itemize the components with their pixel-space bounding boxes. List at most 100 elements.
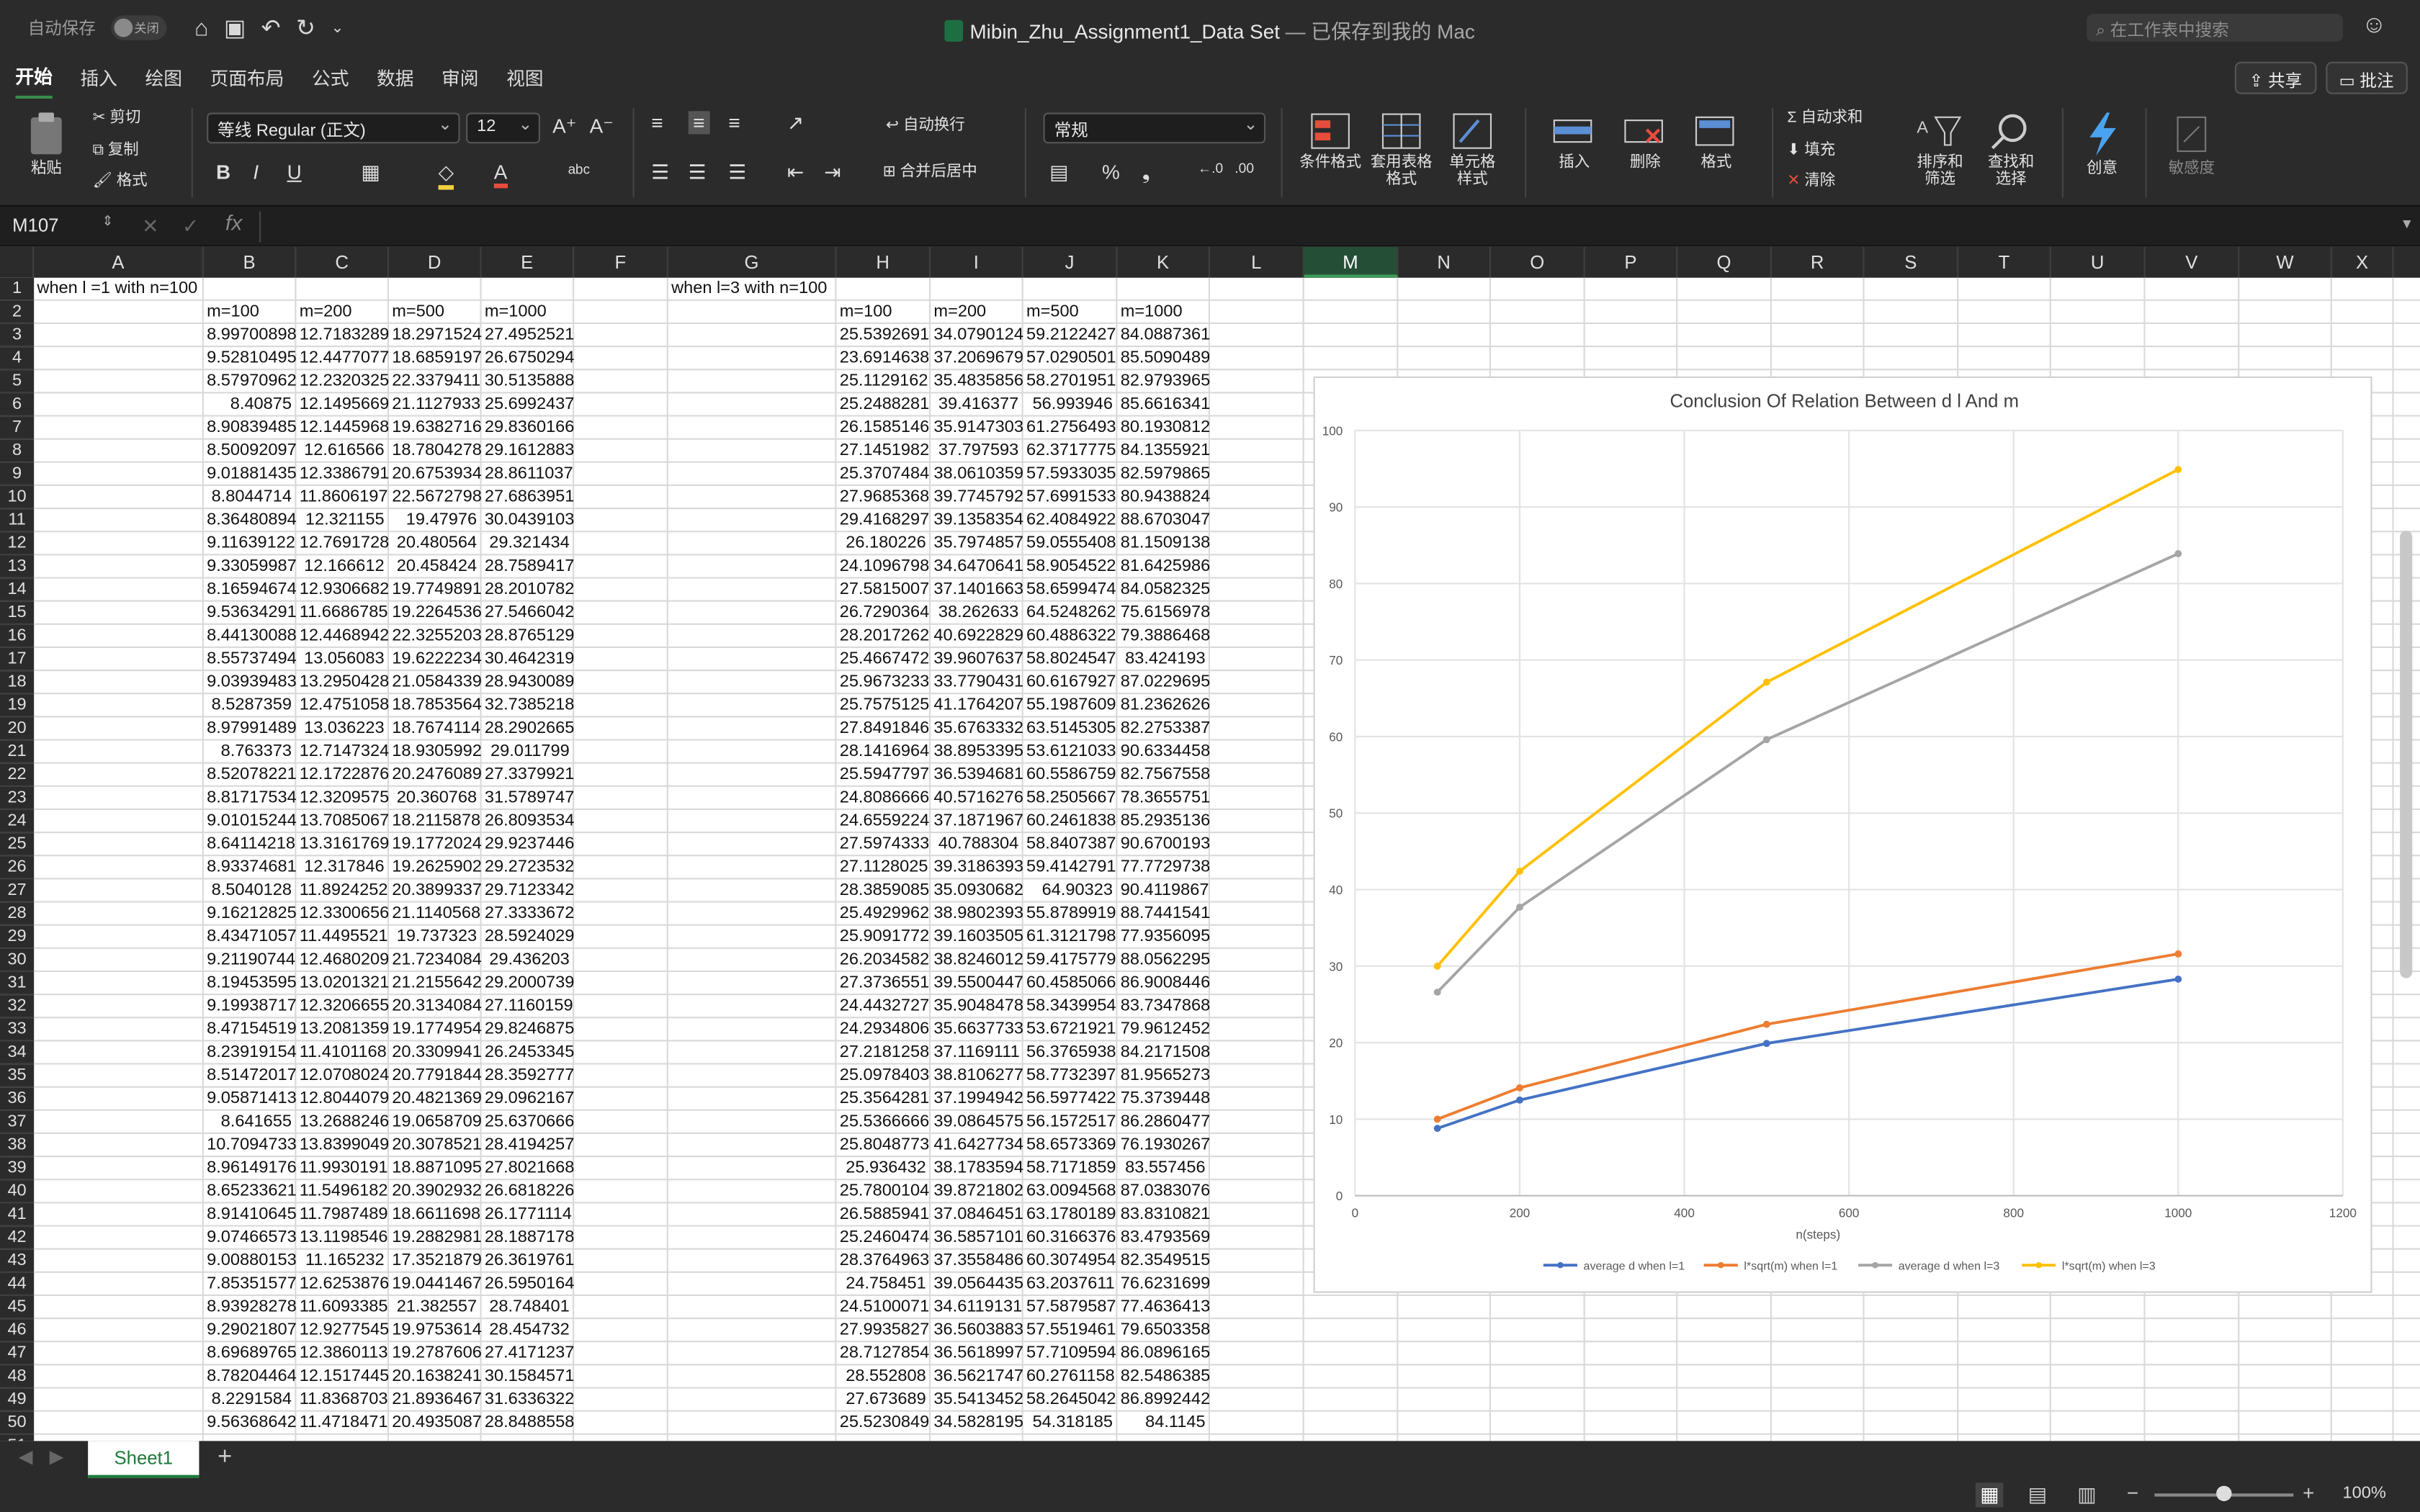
cell-b45[interactable]: 8.93928278 — [207, 1297, 297, 1316]
cell-h17[interactable]: 25.4667472 — [839, 649, 930, 668]
cell-c20[interactable]: 13.036223 — [304, 719, 385, 738]
cell-h31[interactable]: 27.3736551 — [839, 973, 930, 992]
orientation-icon[interactable]: ↗ — [786, 111, 805, 135]
name-box[interactable]: M107 — [12, 214, 59, 236]
cell-j34[interactable]: 56.3765938 — [1026, 1043, 1116, 1062]
cell-h25[interactable]: 27.5974333 — [839, 834, 930, 853]
cell-b25[interactable]: 8.64114218 — [207, 834, 295, 853]
cell-j20[interactable]: 63.5145305 — [1026, 719, 1116, 738]
column-header-v[interactable]: V — [2146, 246, 2240, 278]
cell-c41[interactable]: 11.7987489 — [299, 1205, 388, 1224]
row-header-35[interactable]: 35 — [0, 1064, 35, 1088]
select-all-corner[interactable] — [0, 246, 35, 278]
cell-k39[interactable]: 83.557456 — [1125, 1158, 1206, 1177]
column-header-t[interactable]: T — [1958, 246, 2051, 278]
cell-k37[interactable]: 86.2860477 — [1120, 1112, 1211, 1131]
cell-k48[interactable]: 82.5486385 — [1120, 1367, 1211, 1386]
cell-b49[interactable]: 8.2291584 — [211, 1390, 292, 1409]
cell-c9[interactable]: 12.3386791 — [299, 464, 390, 483]
cell-d3[interactable]: 18.2971524 — [392, 325, 482, 344]
tab-insert[interactable]: 插入 — [80, 67, 117, 89]
number-format-select[interactable]: 常规 — [1043, 112, 1266, 144]
cell-d50[interactable]: 20.4935087 — [392, 1413, 482, 1432]
cell-k42[interactable]: 83.4793569 — [1120, 1228, 1211, 1247]
cell-d7[interactable]: 19.6382716 — [392, 418, 482, 437]
cell-e20[interactable]: 28.2902665 — [484, 719, 575, 738]
cell-i26[interactable]: 39.3186393 — [933, 858, 1023, 877]
cell-c32[interactable]: 12.3206655 — [299, 996, 390, 1015]
cell-j8[interactable]: 62.3717775 — [1026, 441, 1116, 460]
cell-b24[interactable]: 9.01015244 — [207, 811, 297, 830]
cell-k18[interactable]: 87.0229695 — [1120, 672, 1211, 691]
cell-c23[interactable]: 12.3209575 — [299, 788, 390, 807]
cell-b32[interactable]: 9.19938717 — [207, 996, 297, 1015]
cell-h5[interactable]: 25.1129162 — [839, 372, 928, 391]
cell-e2[interactable]: m=1000 — [484, 302, 547, 321]
cell-k45[interactable]: 77.4636413 — [1120, 1297, 1211, 1316]
cell-k2[interactable]: m=1000 — [1120, 302, 1183, 321]
cell-j2[interactable]: m=500 — [1026, 302, 1079, 321]
cell-j29[interactable]: 61.3121798 — [1026, 927, 1116, 946]
column-header-o[interactable]: O — [1491, 246, 1585, 278]
cell-h28[interactable]: 25.4929962 — [839, 904, 930, 923]
cell-j28[interactable]: 55.8789919 — [1026, 904, 1116, 923]
cell-b46[interactable]: 9.29021807 — [207, 1320, 297, 1339]
home-icon[interactable]: ⌂ — [194, 14, 209, 41]
format-cells-button[interactable]: 格式 — [1685, 111, 1747, 171]
cell-e11[interactable]: 30.0439103 — [484, 510, 575, 529]
cell-c43[interactable]: 11.165232 — [305, 1251, 385, 1270]
row-header-40[interactable]: 40 — [0, 1180, 35, 1204]
cell-i45[interactable]: 34.6119131 — [933, 1297, 1023, 1316]
row-header-37[interactable]: 37 — [0, 1110, 35, 1134]
cell-k14[interactable]: 84.0582325 — [1120, 580, 1211, 599]
cell-e47[interactable]: 27.4171237 — [484, 1344, 575, 1363]
cell-d42[interactable]: 19.2882981 — [392, 1228, 482, 1247]
zoom-slider-thumb[interactable] — [2216, 1485, 2232, 1501]
cell-j49[interactable]: 58.2645042 — [1026, 1390, 1116, 1409]
cell-e15[interactable]: 27.5466042 — [484, 603, 575, 622]
row-header-51[interactable]: 51 — [0, 1434, 35, 1441]
cell-j19[interactable]: 55.1987609 — [1026, 696, 1116, 715]
cell-j6[interactable]: 56.993946 — [1032, 395, 1113, 414]
cell-b5[interactable]: 8.57970962 — [207, 372, 297, 391]
cell-e6[interactable]: 25.6992437 — [484, 395, 575, 414]
cell-i19[interactable]: 41.1764207 — [933, 696, 1023, 715]
cell-k30[interactable]: 88.0562295 — [1120, 950, 1211, 969]
row-header-14[interactable]: 14 — [0, 578, 35, 602]
cell-h2[interactable]: m=100 — [839, 302, 892, 321]
cell-j47[interactable]: 57.7109594 — [1026, 1344, 1116, 1363]
zoom-level[interactable]: 100% — [2342, 1484, 2386, 1503]
cell-j12[interactable]: 59.0555408 — [1026, 534, 1116, 553]
decrease-indent-icon[interactable]: ⇤ — [786, 160, 805, 184]
cell-e32[interactable]: 27.1160159 — [484, 996, 573, 1015]
zoom-in-icon[interactable]: + — [2303, 1481, 2315, 1505]
cell-h24[interactable]: 24.6559224 — [839, 811, 930, 830]
row-header-18[interactable]: 18 — [0, 671, 35, 695]
cell-e41[interactable]: 26.1771114 — [484, 1205, 572, 1224]
cell-j11[interactable]: 62.4084922 — [1026, 510, 1116, 529]
cell-b14[interactable]: 8.16594674 — [207, 580, 297, 599]
cell-c10[interactable]: 11.8606197 — [299, 487, 388, 506]
cell-b35[interactable]: 8.51472017 — [207, 1066, 297, 1085]
cell-d22[interactable]: 20.2476089 — [392, 765, 482, 784]
row-header-47[interactable]: 47 — [0, 1342, 35, 1366]
cell-k44[interactable]: 76.6231699 — [1120, 1274, 1211, 1293]
format-as-table-button[interactable]: 套用表格格式 — [1368, 111, 1435, 188]
cell-c37[interactable]: 13.2688246 — [299, 1112, 390, 1131]
cell-i41[interactable]: 37.0846451 — [933, 1205, 1023, 1224]
insert-cells-button[interactable]: 插入 — [1543, 111, 1605, 171]
cell-h12[interactable]: 26.180226 — [846, 534, 926, 553]
column-header-r[interactable]: R — [1772, 246, 1865, 278]
cell-c34[interactable]: 11.4101168 — [299, 1043, 387, 1062]
cell-h23[interactable]: 24.8086666 — [839, 788, 930, 807]
share-button[interactable]: ⇪ 共享 — [2235, 61, 2316, 94]
column-header-n[interactable]: N — [1398, 246, 1491, 278]
cell-c45[interactable]: 11.6093385 — [299, 1297, 388, 1316]
cell-b27[interactable]: 8.5040128 — [211, 881, 292, 900]
cell-b18[interactable]: 9.03939483 — [207, 672, 297, 691]
cell-b48[interactable]: 8.78204464 — [207, 1367, 297, 1386]
cell-i27[interactable]: 35.0930682 — [933, 881, 1023, 900]
cell-h34[interactable]: 27.2181258 — [839, 1043, 930, 1062]
wrap-text-button[interactable]: ↩ 自动换行 — [886, 117, 965, 135]
cell-d5[interactable]: 22.3379411 — [392, 372, 481, 391]
